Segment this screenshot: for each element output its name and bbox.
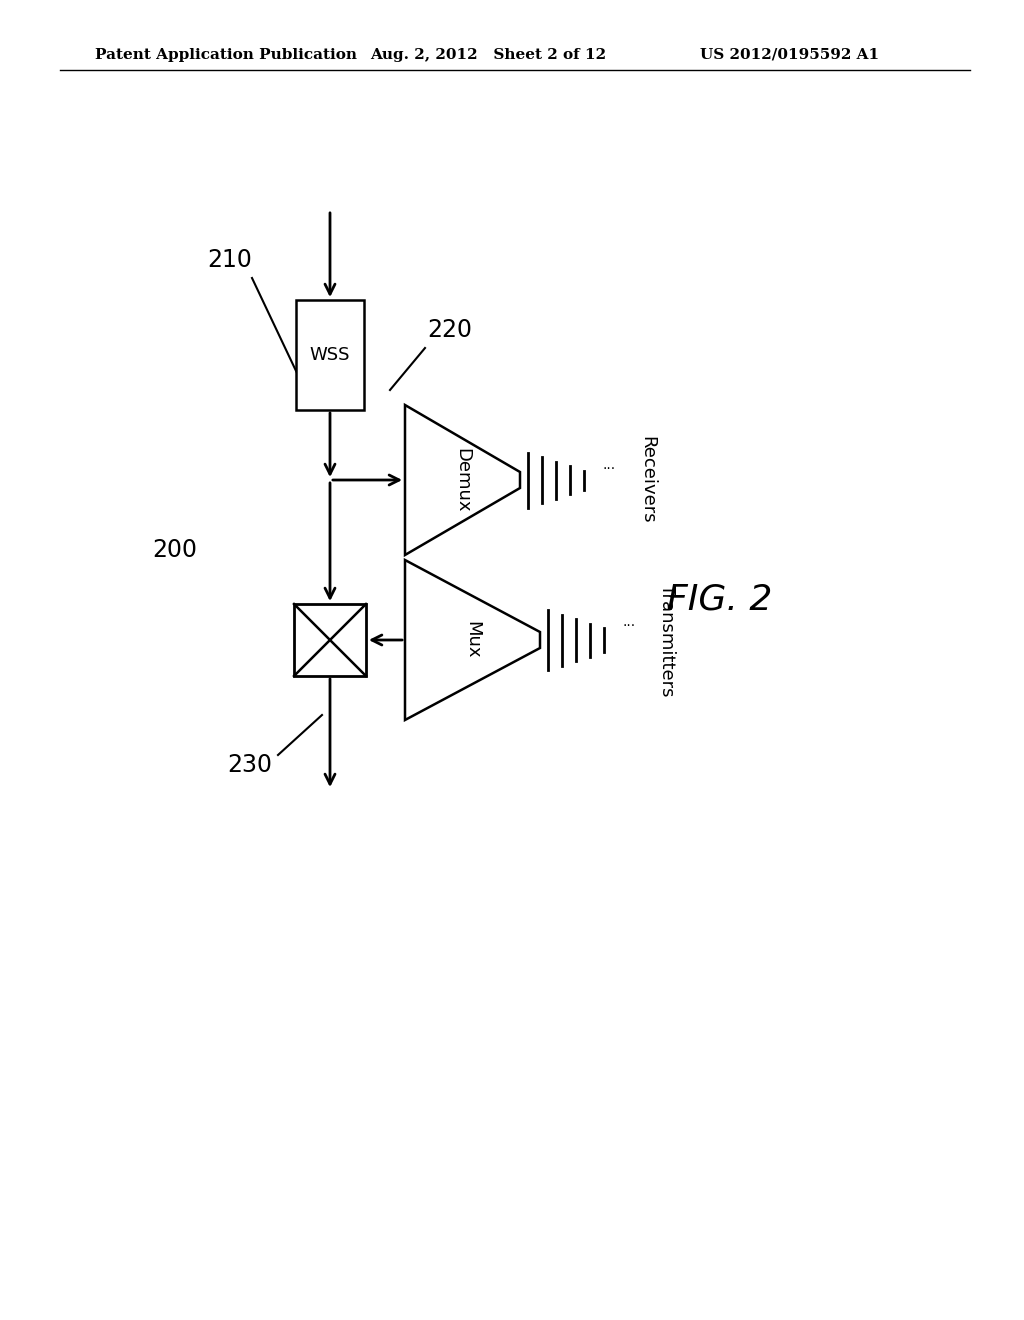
Text: Mux: Mux xyxy=(464,622,481,659)
Text: ...: ... xyxy=(623,615,636,630)
Polygon shape xyxy=(406,560,540,719)
Text: 210: 210 xyxy=(208,248,253,272)
Text: 230: 230 xyxy=(227,752,272,777)
Text: 200: 200 xyxy=(153,539,198,562)
Text: Receivers: Receivers xyxy=(638,436,656,524)
Bar xyxy=(296,300,364,411)
Text: Transmitters: Transmitters xyxy=(658,583,676,696)
Text: US 2012/0195592 A1: US 2012/0195592 A1 xyxy=(700,48,880,62)
Bar xyxy=(294,605,366,676)
Polygon shape xyxy=(406,405,520,554)
Text: FIG. 2: FIG. 2 xyxy=(668,583,773,616)
Text: Aug. 2, 2012   Sheet 2 of 12: Aug. 2, 2012 Sheet 2 of 12 xyxy=(370,48,606,62)
Text: 220: 220 xyxy=(427,318,472,342)
Text: Demux: Demux xyxy=(454,447,471,512)
Text: ...: ... xyxy=(603,458,616,473)
Text: WSS: WSS xyxy=(309,346,350,364)
Text: Patent Application Publication: Patent Application Publication xyxy=(95,48,357,62)
